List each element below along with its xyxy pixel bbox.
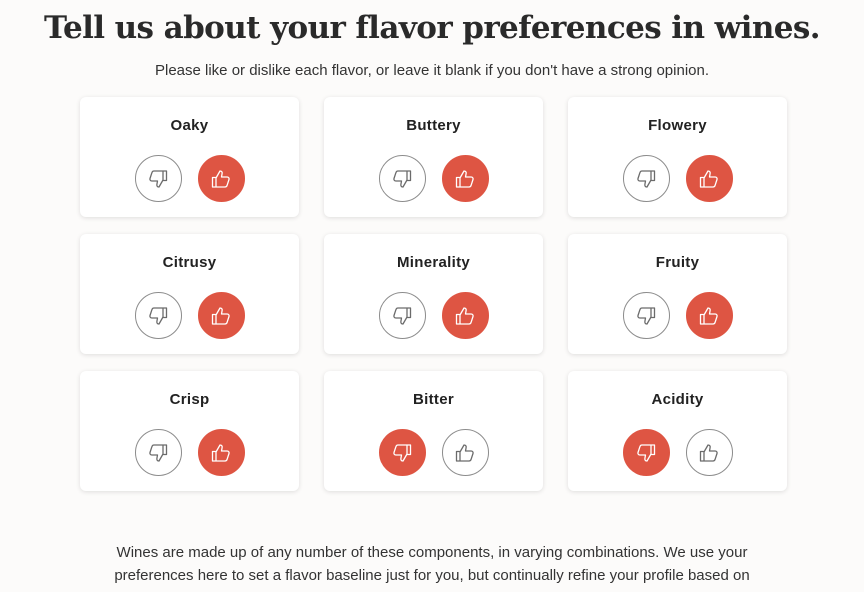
vote-buttons <box>134 429 245 476</box>
thumbs-up-icon <box>455 169 474 188</box>
dislike-button-flowery[interactable] <box>622 155 670 202</box>
dislike-button-bitter[interactable] <box>378 429 426 476</box>
thumbs-down-icon <box>637 306 656 325</box>
like-button-oaky[interactable] <box>197 155 245 202</box>
flavor-name: Acidity <box>651 391 704 408</box>
dislike-button-buttery[interactable] <box>378 155 426 202</box>
dislike-button-crisp[interactable] <box>134 429 182 476</box>
flavor-name: Buttery <box>406 117 461 134</box>
footer-line: Wines are made up of any number of these… <box>116 544 748 561</box>
dislike-button-minerality[interactable] <box>378 292 426 339</box>
flavor-card-minerality: Minerality <box>324 234 543 354</box>
flavor-name: Flowery <box>648 117 707 134</box>
thumbs-up-icon <box>699 169 718 188</box>
vote-buttons <box>378 429 489 476</box>
thumbs-up-icon <box>211 443 230 462</box>
dislike-button-oaky[interactable] <box>134 155 182 202</box>
thumbs-down-icon <box>393 306 412 325</box>
vote-buttons <box>134 155 245 202</box>
flavor-card-oaky: Oaky <box>80 97 299 217</box>
flavor-name: Fruity <box>655 254 700 271</box>
flavor-name: Oaky <box>170 117 209 134</box>
thumbs-down-icon <box>149 306 168 325</box>
flavor-card-fruity: Fruity <box>568 234 787 354</box>
flavor-grid: Oaky Butt <box>80 97 787 491</box>
flavor-card-bitter: Bitter <box>324 371 543 491</box>
thumbs-up-icon <box>455 306 474 325</box>
flavor-card-acidity: Acidity <box>568 371 787 491</box>
vote-buttons <box>622 155 733 202</box>
vote-buttons <box>622 292 733 339</box>
thumbs-down-icon <box>149 443 168 462</box>
dislike-button-fruity[interactable] <box>622 292 670 339</box>
vote-buttons <box>622 429 733 476</box>
thumbs-down-icon <box>393 443 412 462</box>
like-button-minerality[interactable] <box>441 292 489 339</box>
thumbs-up-icon <box>455 443 474 462</box>
thumbs-up-icon <box>699 306 718 325</box>
flavor-name: Citrusy <box>162 254 217 271</box>
footer-line: preferences here to set a flavor baselin… <box>114 567 750 584</box>
flavor-name: Crisp <box>169 391 210 408</box>
flavor-card-flowery: Flowery <box>568 97 787 217</box>
thumbs-down-icon <box>637 443 656 462</box>
like-button-flowery[interactable] <box>685 155 733 202</box>
like-button-crisp[interactable] <box>197 429 245 476</box>
flavor-card-crisp: Crisp <box>80 371 299 491</box>
flavor-name: Minerality <box>396 254 471 271</box>
flavor-card-citrusy: Citrusy <box>80 234 299 354</box>
vote-buttons <box>134 292 245 339</box>
page-subtitle: Please like or dislike each flavor, or l… <box>154 62 710 79</box>
dislike-button-citrusy[interactable] <box>134 292 182 339</box>
like-button-buttery[interactable] <box>441 155 489 202</box>
dislike-button-acidity[interactable] <box>622 429 670 476</box>
flavor-card-buttery: Buttery <box>324 97 543 217</box>
thumbs-down-icon <box>149 169 168 188</box>
thumbs-up-icon <box>211 306 230 325</box>
thumbs-down-icon <box>637 169 656 188</box>
flavor-name: Bitter <box>413 391 454 408</box>
like-button-fruity[interactable] <box>685 292 733 339</box>
thumbs-down-icon <box>393 169 412 188</box>
page-title: Tell us about your flavor preferences in… <box>44 10 821 46</box>
like-button-acidity[interactable] <box>685 429 733 476</box>
like-button-citrusy[interactable] <box>197 292 245 339</box>
vote-buttons <box>378 292 489 339</box>
thumbs-up-icon <box>211 169 230 188</box>
thumbs-up-icon <box>699 443 718 462</box>
footer-text: Wines are made up of any number of these… <box>0 541 864 587</box>
like-button-bitter[interactable] <box>441 429 489 476</box>
vote-buttons <box>378 155 489 202</box>
